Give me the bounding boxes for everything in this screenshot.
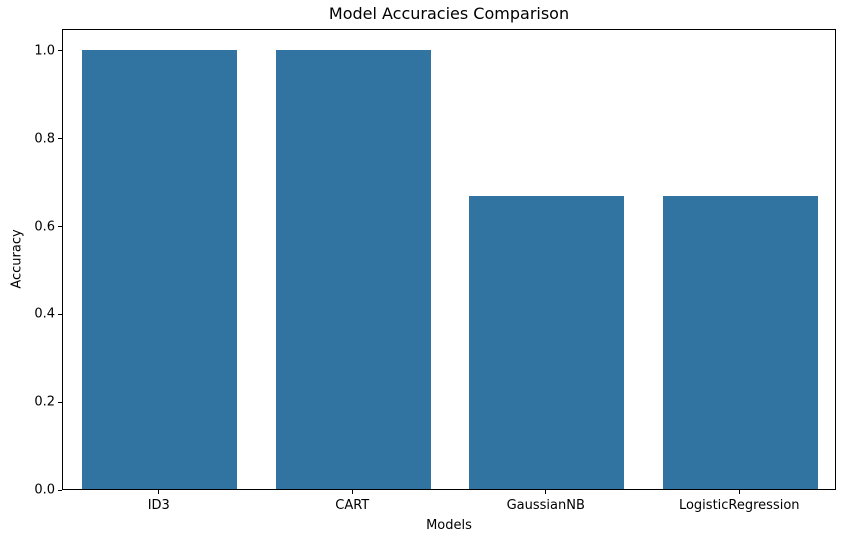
y-axis-label: Accuracy bbox=[9, 229, 25, 289]
chart-title: Model Accuracies Comparison bbox=[328, 4, 570, 23]
bar-gaussiannb bbox=[469, 196, 625, 489]
y-tick-label: 0.0 bbox=[34, 482, 55, 498]
x-tick-mark bbox=[545, 490, 547, 494]
x-tick-label: GaussianNB bbox=[506, 498, 585, 513]
x-tick-mark bbox=[351, 490, 353, 494]
y-tick-mark bbox=[58, 226, 62, 228]
y-tick-label: 0.2 bbox=[34, 394, 55, 410]
y-tick-label: 1.0 bbox=[34, 43, 55, 59]
bar-logisticregression bbox=[662, 196, 818, 489]
y-tick-mark bbox=[58, 138, 62, 140]
x-tick-label: ID3 bbox=[147, 498, 170, 513]
plot-area bbox=[62, 29, 836, 490]
bar-id3 bbox=[82, 49, 238, 489]
y-tick-label: 0.8 bbox=[34, 131, 55, 147]
y-tick-mark bbox=[58, 50, 62, 52]
bar-cart bbox=[275, 49, 431, 489]
x-tick-mark bbox=[158, 490, 160, 494]
x-tick-label: CART bbox=[335, 498, 370, 513]
y-tick-label: 0.4 bbox=[34, 306, 55, 322]
y-tick-mark bbox=[58, 313, 62, 315]
bars-layer bbox=[63, 30, 835, 489]
y-tick-mark bbox=[58, 489, 62, 491]
x-tick-mark bbox=[738, 490, 740, 494]
y-tick-mark bbox=[58, 401, 62, 403]
x-axis-label: Models bbox=[426, 518, 472, 533]
x-tick-label: LogisticRegression bbox=[678, 498, 800, 513]
y-tick-label: 0.6 bbox=[34, 219, 55, 235]
